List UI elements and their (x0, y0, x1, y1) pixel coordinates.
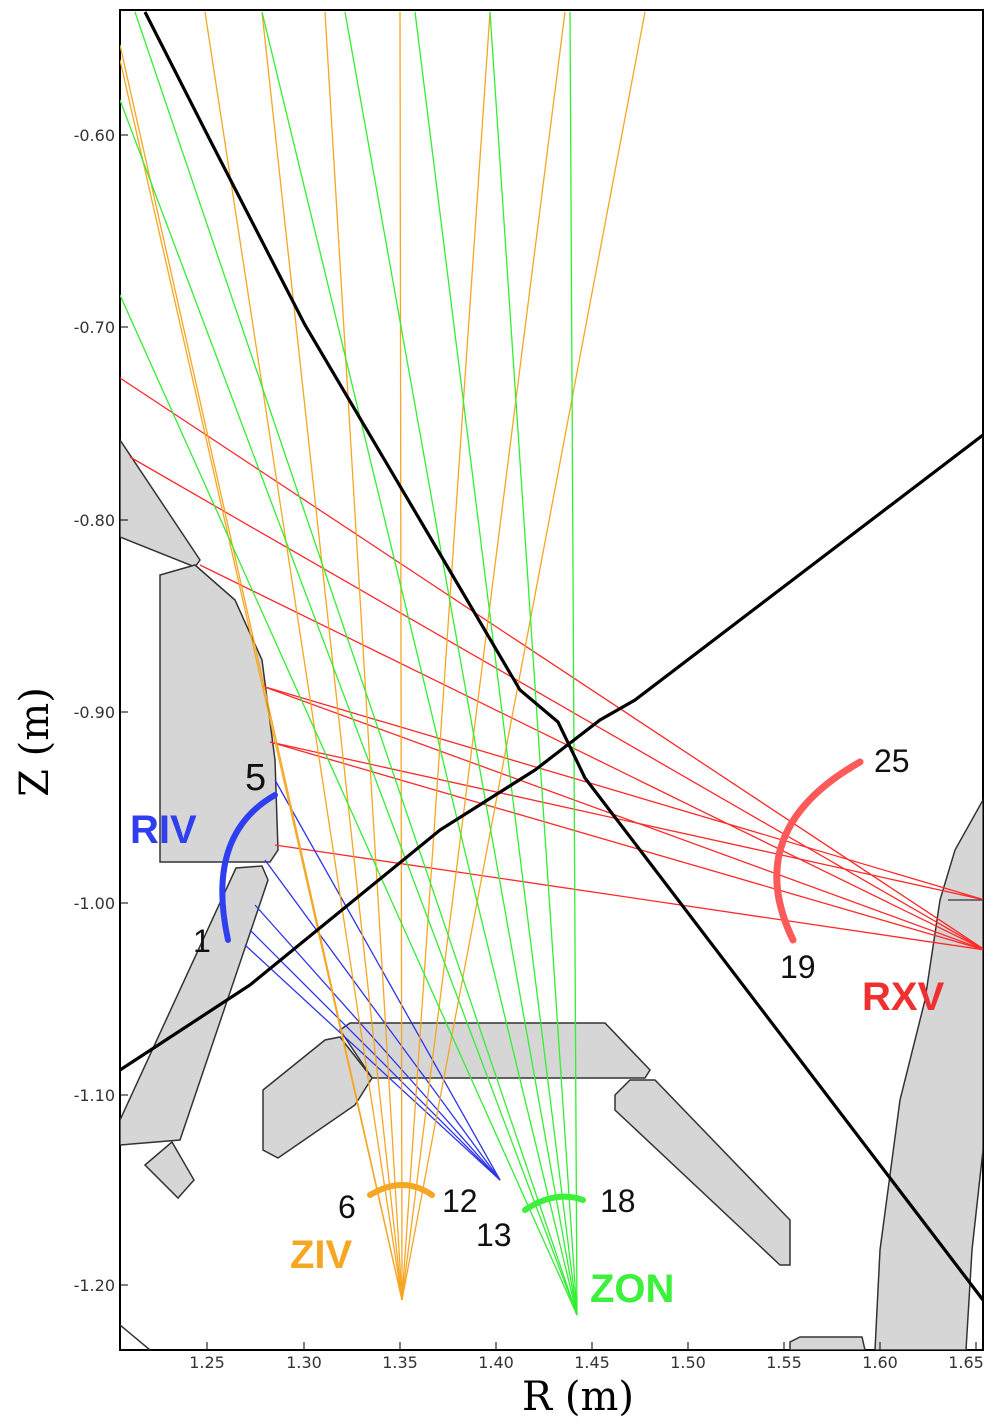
zon-sightline (489, 11, 578, 1316)
separatrix-leg-outer (120, 433, 983, 1072)
structure-dome-left (262, 1036, 373, 1159)
separatrix-leg-inner (143, 11, 983, 1301)
zon-sightline (120, 294, 578, 1316)
riv-sightline (264, 859, 501, 1181)
rxv-channel-first-label: 19 (780, 949, 816, 985)
y-tick-label: -1.10 (74, 1086, 115, 1105)
rxv-group-label: RXV (862, 975, 945, 1019)
y-tick-label: -0.90 (74, 703, 115, 722)
ziv-channel-first-label: 6 (338, 1189, 356, 1225)
x-tick-label: 1.55 (766, 1353, 802, 1372)
rxv-sightline (269, 741, 983, 901)
rxv-sightlines (120, 377, 983, 951)
y-tick-label: -1.00 (74, 894, 115, 913)
riv-channel-last-label: 5 (245, 757, 266, 799)
zon-sightline (414, 11, 578, 1316)
sightline-fans (120, 11, 983, 1316)
ziv-sightline (401, 11, 491, 1301)
ziv-detector-arc (367, 1182, 435, 1198)
rxv-sightline (120, 377, 983, 950)
ziv-sightline (261, 11, 403, 1301)
y-tick-label: -1.20 (74, 1276, 115, 1295)
zon-sightline (120, 99, 578, 1316)
zon-channel-last-label: 18 (600, 1183, 636, 1219)
y-axis: -0.60 -0.70 -0.80 -0.90 -1.00 -1.10 -1.2… (74, 126, 128, 1295)
x-tick-label: 1.65 (948, 1353, 984, 1372)
rxv-sightline (129, 456, 983, 950)
rxv-sightline (274, 844, 983, 951)
riv-group-label: RIV (130, 808, 197, 852)
rxv-sightline (269, 741, 983, 951)
zon-detector-arc (522, 1193, 586, 1213)
x-tick-label: 1.45 (574, 1353, 610, 1372)
zon-channel-first-label: 13 (476, 1217, 512, 1253)
ziv-sightline (324, 11, 403, 1301)
ziv-group-label: ZIV (290, 1233, 353, 1277)
zon-sightline (569, 11, 578, 1316)
riv-detector-arc (219, 792, 278, 943)
ziv-channel-last-label: 12 (442, 1183, 478, 1219)
riv-sightline (254, 904, 501, 1181)
structure-outer-baffle (614, 1079, 791, 1266)
zon-sightlines (120, 11, 578, 1316)
ziv-sightline (204, 11, 403, 1301)
structure-outer-wall (874, 798, 983, 1350)
ziv-sightlines (120, 11, 646, 1301)
structure-inner-small-tile (143, 1140, 195, 1200)
rxv-sightline (261, 685, 983, 950)
structure-bottom-left-edge (120, 1324, 151, 1350)
riv-sightline (244, 944, 501, 1181)
y-axis-title: Z (m) (12, 687, 58, 797)
x-tick-label: 1.60 (862, 1353, 898, 1372)
structure-lower-right-tile (789, 1336, 866, 1350)
x-tick-label: 1.50 (670, 1353, 706, 1372)
rxv-detector-arc (773, 758, 864, 944)
riv-channel-first-label: 1 (193, 923, 211, 959)
ziv-sightline (401, 11, 646, 1301)
structure-inner-baffle (159, 564, 279, 863)
ziv-sightline (120, 59, 403, 1301)
x-tick-label: 1.30 (286, 1353, 322, 1372)
riv-sightline (274, 779, 501, 1181)
rxv-channel-last-label: 25 (874, 743, 910, 779)
zon-sightline (261, 11, 578, 1316)
y-tick-label: -0.80 (74, 511, 115, 530)
zon-group-label: ZON (590, 1267, 674, 1311)
zon-sightline (344, 11, 578, 1316)
rxv-sightline (199, 564, 983, 950)
zon-sightline (134, 11, 578, 1316)
y-tick-label: -0.70 (74, 318, 115, 337)
x-axis: 1.25 1.30 1.35 1.40 1.45 1.50 1.55 1.60 … (189, 1342, 984, 1372)
rxv-sightline (261, 685, 983, 901)
x-tick-label: 1.40 (478, 1353, 514, 1372)
x-tick-label: 1.25 (189, 1353, 225, 1372)
rxv-sightlines (261, 685, 983, 901)
ziv-sightline (399, 11, 403, 1301)
x-axis-title: R (m) (522, 1374, 634, 1420)
structure-inner-lower-tile (120, 865, 269, 1146)
y-tick-label: -0.60 (74, 126, 115, 145)
x-tick-label: 1.35 (382, 1353, 418, 1372)
plot-area (120, 11, 983, 1350)
ziv-sightline (401, 11, 566, 1301)
